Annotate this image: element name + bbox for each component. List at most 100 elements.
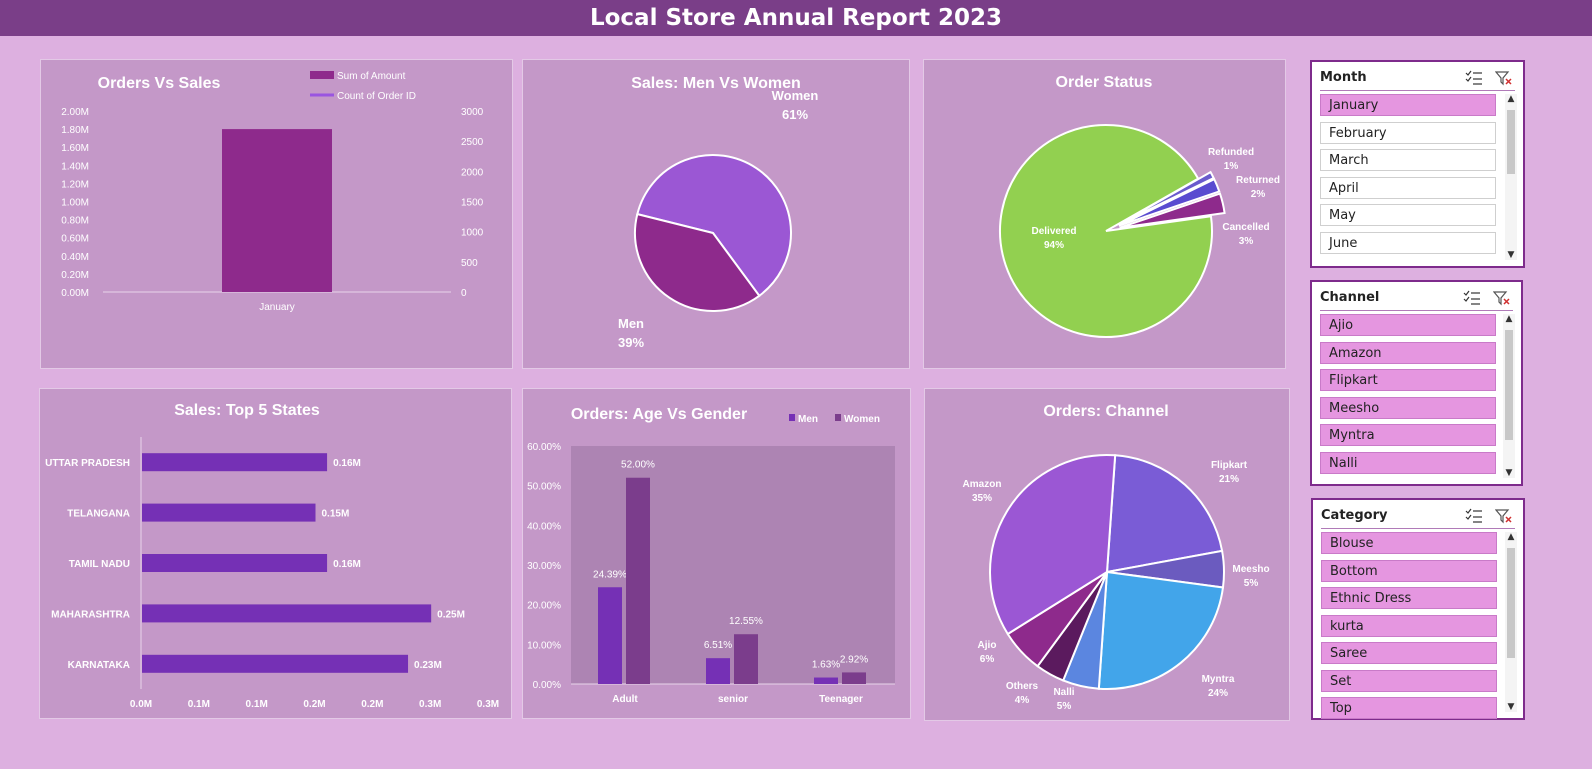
scroll-up-icon[interactable]: ▲ — [1507, 532, 1515, 542]
x-tick-label: 0.3M — [477, 699, 499, 710]
slicer-item-top[interactable]: Top — [1321, 697, 1497, 719]
y-tick-label: 0.00% — [533, 680, 561, 691]
scroll-down-icon[interactable]: ▼ — [1507, 250, 1515, 260]
slice-label: Refunded — [1208, 147, 1254, 158]
category-slicer[interactable]: Category Blouse Bottom Ethnic Dress kurta Sar… — [1311, 498, 1525, 720]
slice-label: Myntra — [1202, 674, 1235, 685]
bar-men — [814, 677, 838, 684]
slicer-item-january[interactable]: January — [1320, 94, 1496, 116]
category-label: UTTAR PRADESH — [45, 458, 130, 469]
category-label: KARNATAKA — [68, 660, 130, 671]
slicer-title: Channel — [1320, 290, 1380, 305]
data-label: 0.25M — [437, 609, 465, 620]
slice-label: Meesho — [1232, 564, 1269, 575]
slicer-item-kurta[interactable]: kurta — [1321, 614, 1497, 637]
slicer-item-bottom[interactable]: Bottom — [1321, 559, 1497, 582]
slice-label: Delivered — [1031, 226, 1076, 237]
slice-pct: 5% — [1057, 701, 1072, 712]
y-tick-label: 0.20M — [61, 270, 89, 281]
slicer-item-may[interactable]: May — [1320, 204, 1496, 226]
month-slicer[interactable]: Month January February March April May June ▲ ▼ — [1310, 60, 1525, 268]
data-label: 52.00% — [621, 460, 655, 471]
slicer-scrollbar[interactable]: ▲ ▼ — [1503, 314, 1515, 478]
bar-women — [626, 477, 650, 684]
slicer-item-ethnic-dress[interactable]: Ethnic Dress — [1321, 587, 1497, 609]
slice-pct: 4% — [1015, 695, 1030, 706]
slice-pct: 61% — [782, 107, 808, 122]
orders-vs-sales-chart: Orders Vs Sales 2.00M 1.80M 1.60M 1.40M 1.20M… — [40, 59, 513, 369]
slicer-item-set[interactable]: Set — [1321, 669, 1497, 692]
legend-label: Count of Order ID — [337, 91, 416, 102]
bar-women — [734, 634, 758, 684]
multi-select-icon[interactable] — [1463, 290, 1481, 306]
top-states-chart: Sales: Top 5 States UTTAR PRADESH 0.16M TEL… — [39, 388, 512, 719]
slicer-item-june[interactable]: June — [1320, 231, 1496, 254]
slicer-item-march[interactable]: March — [1320, 149, 1496, 171]
slice-label: Women — [772, 88, 819, 103]
slice-pct: 94% — [1044, 240, 1064, 251]
multi-select-icon[interactable] — [1465, 508, 1483, 524]
slicer-scrollbar[interactable]: ▲ ▼ — [1505, 532, 1517, 712]
chart-svg: Sales: Top 5 States UTTAR PRADESH 0.16M TEL… — [45, 402, 499, 710]
slicer-item-ajio[interactable]: Ajio — [1320, 314, 1496, 336]
clear-filter-icon[interactable] — [1492, 290, 1511, 306]
slicer-item-saree[interactable]: Saree — [1321, 642, 1497, 664]
x-tick-label: 0.2M — [361, 699, 383, 710]
slicer-item-nalli[interactable]: Nalli — [1320, 451, 1496, 474]
chart-title: Orders: Channel — [1043, 403, 1168, 420]
y-tick-label: 60.00% — [527, 442, 561, 453]
y-tick-label: 1.20M — [61, 179, 89, 190]
legend-swatch-amount — [310, 71, 334, 79]
slice-pct: 5% — [1244, 578, 1259, 589]
slicer-scrollbar[interactable]: ▲ ▼ — [1505, 94, 1517, 260]
chart-title: Order Status — [1056, 74, 1153, 91]
data-label: 0.15M — [322, 509, 350, 520]
y2-tick-label: 2000 — [461, 167, 484, 178]
legend-swatch-men — [789, 414, 795, 421]
slice-pct: 39% — [618, 335, 644, 350]
y-tick-label: 0.60M — [61, 234, 89, 245]
pie-slice-delivered — [999, 124, 1213, 338]
category-label: TELANGANA — [67, 509, 130, 520]
slicer-title: Category — [1321, 508, 1388, 523]
y-tick-label: 20.00% — [527, 601, 561, 612]
scroll-thumb[interactable] — [1507, 548, 1515, 658]
slicer-item-meesho[interactable]: Meesho — [1320, 396, 1496, 419]
slicer-item-amazon[interactable]: Amazon — [1320, 341, 1496, 364]
y-tick-label: 1.60M — [61, 143, 89, 154]
slicer-title: Month — [1320, 70, 1367, 85]
clear-filter-icon[interactable] — [1494, 508, 1513, 524]
x-tick-label: Adult — [612, 694, 638, 705]
data-label: 0.23M — [414, 660, 442, 671]
order-status-chart: Order Status Delivered 94% Refunded 1% Return… — [923, 59, 1286, 369]
y-tick-label: 10.00% — [527, 640, 561, 651]
y2-tick-label: 1000 — [461, 228, 484, 239]
data-label: 2.92% — [840, 654, 868, 665]
slice-label: Others — [1006, 681, 1039, 692]
x-tick-label: 0.2M — [303, 699, 325, 710]
scroll-up-icon[interactable]: ▲ — [1507, 94, 1515, 104]
scroll-down-icon[interactable]: ▼ — [1507, 702, 1515, 712]
slicer-item-february[interactable]: February — [1320, 121, 1496, 144]
scroll-thumb[interactable] — [1507, 110, 1515, 174]
chart-svg: Orders: Channel Flipkart 21% Meesho 5% Myntra… — [963, 403, 1270, 712]
clear-filter-icon[interactable] — [1494, 70, 1513, 86]
channel-slicer[interactable]: Channel Ajio Amazon Flipkart Meesho Myntra Nal… — [1310, 280, 1523, 486]
data-label: 0.16M — [333, 559, 361, 570]
y-tick-label: 1.80M — [61, 125, 89, 136]
chart-title: Orders Vs Sales — [98, 75, 221, 92]
slicer-item-blouse[interactable]: Blouse — [1321, 532, 1497, 554]
multi-select-icon[interactable] — [1465, 70, 1483, 86]
scroll-thumb[interactable] — [1505, 330, 1513, 440]
slicer-item-flipkart[interactable]: Flipkart — [1320, 369, 1496, 391]
scroll-up-icon[interactable]: ▲ — [1505, 314, 1513, 324]
state-bar — [142, 453, 328, 472]
chart-svg: Orders Vs Sales 2.00M 1.80M 1.60M 1.40M 1.20M… — [61, 71, 484, 313]
x-tick-label: January — [259, 302, 295, 313]
scroll-down-icon[interactable]: ▼ — [1505, 468, 1513, 478]
x-tick-label: 0.1M — [188, 699, 210, 710]
slicer-item-myntra[interactable]: Myntra — [1320, 424, 1496, 446]
y-tick-label: 30.00% — [527, 561, 561, 572]
slicer-item-april[interactable]: April — [1320, 176, 1496, 199]
